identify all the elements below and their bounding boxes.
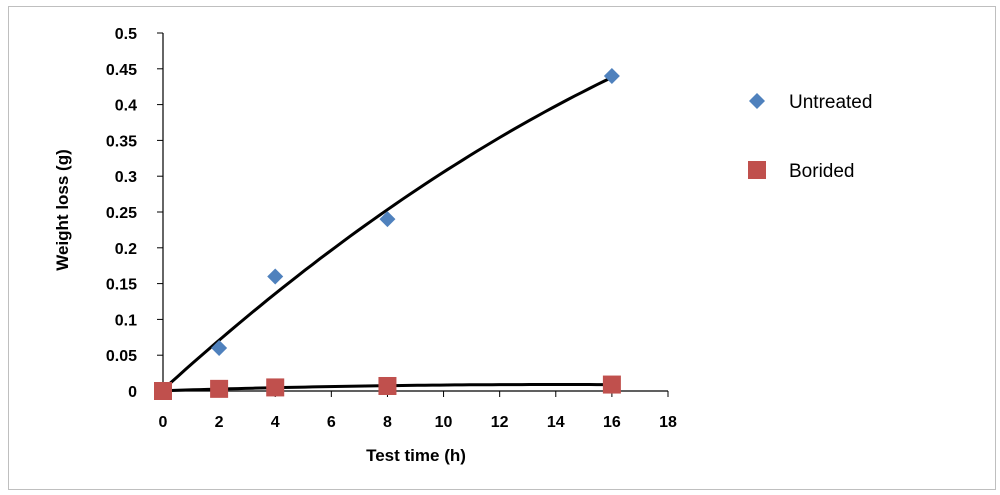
data-point bbox=[210, 379, 229, 398]
x-tick-label: 12 bbox=[491, 414, 509, 431]
data-point bbox=[602, 375, 621, 394]
x-tick-label: 2 bbox=[215, 414, 224, 431]
data-point bbox=[154, 382, 172, 400]
x-tick-label: 4 bbox=[271, 414, 280, 431]
y-axis-title: Weight loss (g) bbox=[53, 149, 72, 271]
y-axis: 0 0.05 0.1 0.15 0.2 0.25 0.3 0.35 0.4 0.45 0.5 bbox=[106, 26, 164, 401]
x-tick-label: 18 bbox=[659, 414, 677, 431]
x-tick-label: 16 bbox=[603, 414, 621, 431]
legend-label: Untreated bbox=[789, 92, 872, 113]
legend-marker bbox=[748, 161, 766, 179]
trendline-0 bbox=[161, 76, 613, 391]
data-points bbox=[154, 67, 621, 400]
x-tick-label: 0 bbox=[159, 414, 168, 431]
legend-label: Borided bbox=[789, 161, 855, 182]
data-point bbox=[266, 378, 285, 397]
data-point bbox=[379, 211, 396, 228]
legend: Untreated Borided bbox=[748, 92, 872, 182]
y-tick-label: 0.2 bbox=[115, 241, 137, 258]
data-point bbox=[378, 376, 397, 395]
data-point bbox=[267, 268, 284, 285]
chart-frame bbox=[8, 6, 996, 490]
y-tick-label: 0.05 bbox=[106, 348, 137, 365]
x-axis-title: Test time (h) bbox=[366, 446, 466, 465]
x-tick-label: 8 bbox=[383, 414, 392, 431]
y-tick-label: 0.3 bbox=[115, 169, 137, 186]
y-tick-label: 0.25 bbox=[106, 205, 137, 222]
y-tick-label: 0.15 bbox=[106, 277, 137, 294]
y-tick-label: 0.45 bbox=[106, 62, 137, 79]
x-tick-label: 10 bbox=[435, 414, 453, 431]
y-tick-label: 0 bbox=[128, 384, 137, 401]
y-tick-label: 0.1 bbox=[115, 312, 137, 329]
legend-marker bbox=[749, 93, 765, 109]
y-tick-label: 0.35 bbox=[106, 133, 137, 150]
y-tick-label: 0.4 bbox=[115, 98, 137, 115]
y-tick-label: 0.5 bbox=[115, 26, 137, 43]
data-point bbox=[603, 67, 620, 84]
x-tick-label: 14 bbox=[547, 414, 565, 431]
x-axis: 0 2 4 6 8 10 12 14 16 18 bbox=[159, 390, 677, 431]
data-point bbox=[211, 340, 228, 357]
trendlines bbox=[161, 76, 613, 393]
x-tick-label: 6 bbox=[327, 414, 336, 431]
